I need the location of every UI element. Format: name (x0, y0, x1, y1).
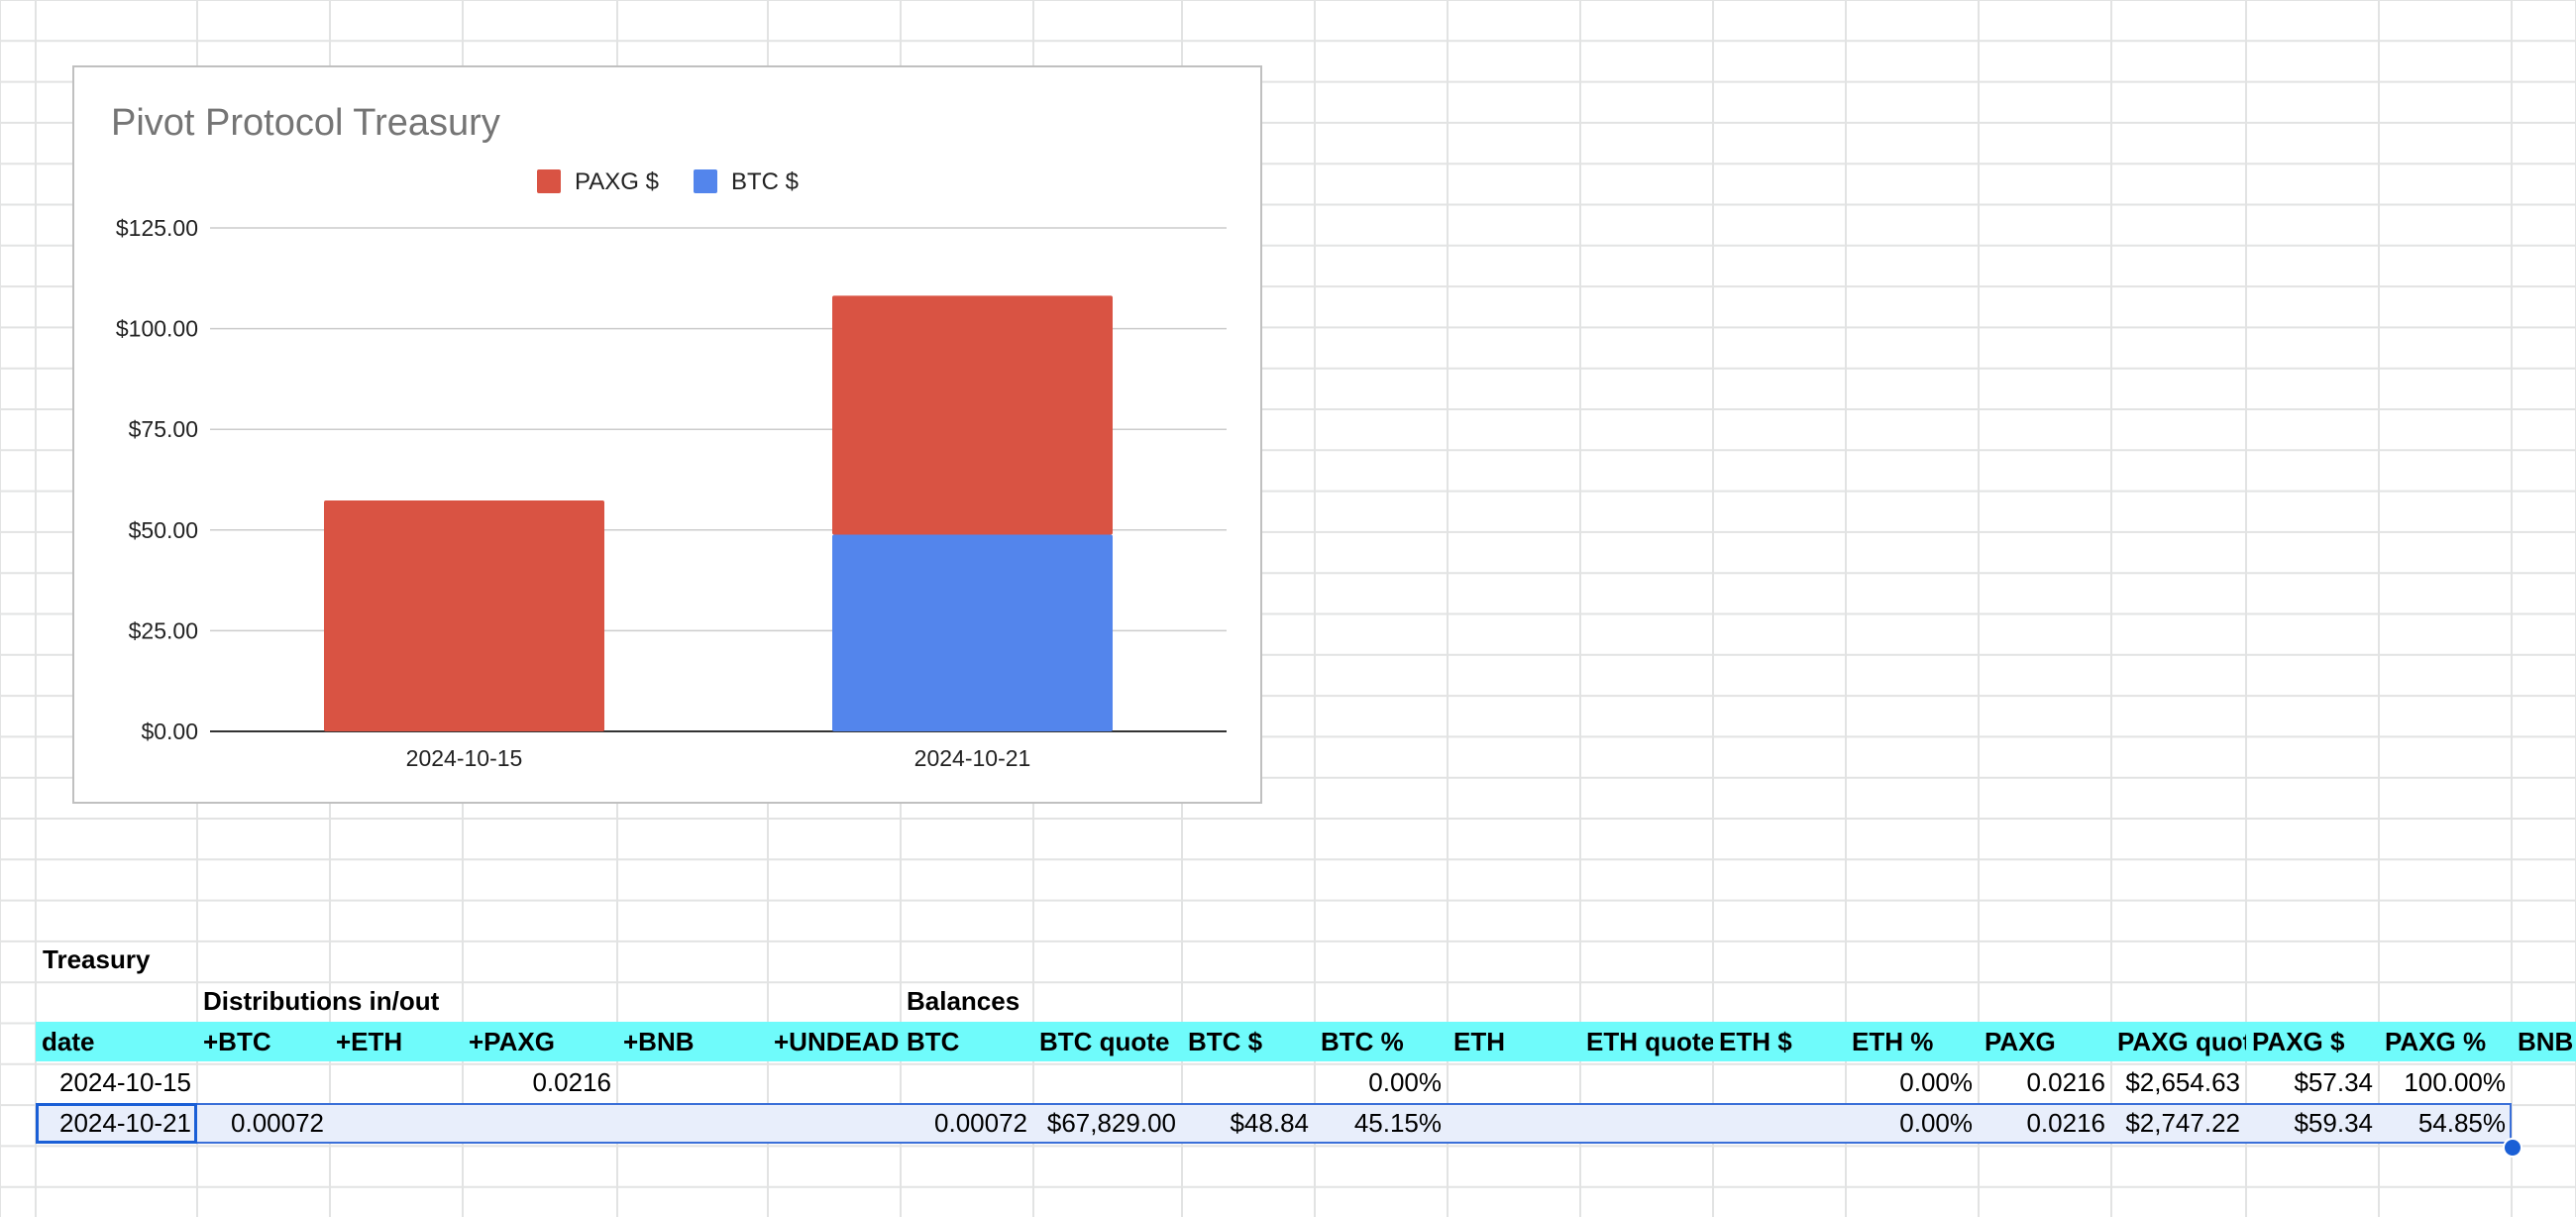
table-cell[interactable]: $59.34 (2294, 1108, 2373, 1138)
table-cell[interactable] (463, 1103, 617, 1143)
column-header[interactable]: PAXG % (2385, 1027, 2487, 1056)
table-cell[interactable]: $2,747.22 (2125, 1108, 2240, 1138)
table-cell[interactable]: 0.00% (1899, 1067, 1973, 1097)
active-cell[interactable] (36, 1103, 197, 1144)
table-cell[interactable] (1448, 1103, 1580, 1143)
table-cell[interactable] (330, 1103, 463, 1143)
table-cell[interactable] (768, 1103, 901, 1143)
legend-label: BTC $ (731, 168, 799, 195)
table-cell[interactable] (1448, 1062, 1580, 1102)
bar-btc-2024-10-21 (832, 534, 1113, 731)
table-cell[interactable] (617, 1062, 768, 1102)
chart-bars (324, 295, 1113, 731)
column-header[interactable]: +BTC (203, 1027, 271, 1056)
table-cell[interactable]: 0.00% (1368, 1067, 1442, 1097)
chart-legend: PAXG $ BTC $ (537, 168, 799, 195)
column-header[interactable]: ETH (1453, 1027, 1505, 1056)
table-cell[interactable]: 54.85% (2417, 1108, 2506, 1138)
table-cell[interactable]: $48.84 (1230, 1108, 1309, 1138)
column-header[interactable]: PAXG $ (2252, 1027, 2345, 1056)
table-cell[interactable] (1033, 1062, 1182, 1102)
x-tick-label: 2024-10-15 (406, 745, 523, 771)
column-header[interactable]: ETH quote (1586, 1027, 1713, 1056)
column-header[interactable]: BTC % (1321, 1027, 1404, 1056)
table-cell[interactable]: 0.0216 (2026, 1067, 2105, 1097)
table-cell[interactable] (1580, 1062, 1713, 1102)
table-cell[interactable] (617, 1103, 768, 1143)
y-tick-label: $0.00 (141, 719, 198, 744)
table-cell[interactable] (1713, 1103, 1846, 1143)
header-row (36, 1022, 2576, 1061)
y-tick-label: $75.00 (129, 416, 198, 442)
distributions-label: Distributions in/out (203, 986, 440, 1016)
column-header[interactable]: +BNB (623, 1027, 695, 1056)
table-cell[interactable] (2512, 1062, 2576, 1102)
column-header[interactable]: PAXG quote (2117, 1027, 2246, 1056)
column-header[interactable]: PAXG (1985, 1027, 2056, 1056)
table-cell[interactable] (197, 1062, 330, 1102)
x-axis-ticks: 2024-10-15 2024-10-21 (406, 745, 1031, 771)
column-header[interactable]: ETH % (1852, 1027, 1934, 1056)
table-cell[interactable] (768, 1062, 901, 1102)
table-cell[interactable] (2512, 1103, 2576, 1143)
y-tick-label: $125.00 (116, 215, 198, 241)
column-header[interactable]: BNB (2518, 1027, 2574, 1056)
bar-paxg-2024-10-21 (832, 295, 1113, 535)
x-tick-label: 2024-10-21 (914, 745, 1031, 771)
table-cell[interactable] (901, 1062, 1033, 1102)
selected-row (36, 1103, 2512, 1144)
y-tick-label: $25.00 (129, 617, 198, 643)
table-cell[interactable]: $57.34 (2294, 1067, 2373, 1097)
table-cell[interactable]: 0.00072 (231, 1108, 324, 1138)
y-tick-label: $50.00 (129, 517, 198, 543)
fill-handle[interactable] (2503, 1138, 2522, 1158)
table-cell[interactable]: 0.0216 (532, 1067, 611, 1097)
table-cell[interactable]: 0.00072 (934, 1108, 1027, 1138)
table-cell[interactable]: 0.0216 (2026, 1108, 2105, 1138)
column-header[interactable]: +UNDEAD (774, 1027, 900, 1056)
legend-swatch (537, 169, 561, 193)
table-cell[interactable]: $2,654.63 (2125, 1067, 2240, 1097)
bar-paxg-2024-10-15 (324, 499, 604, 731)
column-header[interactable]: BTC quote (1039, 1027, 1170, 1056)
column-header[interactable]: +PAXG (469, 1027, 555, 1056)
stacked-bar-chart: Pivot Protocol Treasury PAXG $ BTC $ $0.0… (111, 102, 1227, 771)
column-header[interactable]: BTC $ (1188, 1027, 1263, 1056)
table-cell[interactable] (1182, 1062, 1315, 1102)
date-cell[interactable]: 2024-10-21 (59, 1108, 191, 1138)
table-cell[interactable] (330, 1062, 463, 1102)
legend-swatch (694, 169, 717, 193)
table-cell[interactable] (1713, 1062, 1846, 1102)
treasury-label: Treasury (43, 944, 151, 974)
chart-title: Pivot Protocol Treasury (111, 102, 500, 144)
date-cell[interactable]: 2024-10-15 (59, 1067, 191, 1097)
column-header[interactable]: ETH $ (1719, 1027, 1792, 1056)
column-header[interactable]: date (42, 1027, 95, 1056)
balances-label: Balances (907, 986, 1020, 1016)
y-axis-ticks: $0.00 $25.00 $50.00 $75.00 $100.00 $125.00 (116, 215, 198, 744)
column-header[interactable]: +ETH (336, 1027, 403, 1056)
chart-container[interactable]: Pivot Protocol Treasury PAXG $ BTC $ $0.0… (72, 65, 1262, 804)
table-cell[interactable]: $67,829.00 (1046, 1108, 1176, 1138)
y-tick-label: $100.00 (116, 316, 198, 342)
column-header[interactable]: BTC (907, 1027, 960, 1056)
table-cell[interactable] (1580, 1103, 1713, 1143)
legend-label: PAXG $ (575, 168, 659, 195)
table-cell[interactable]: 100.00% (2404, 1067, 2506, 1097)
table-cell[interactable]: 45.15% (1353, 1108, 1442, 1138)
table-cell[interactable]: 0.00% (1899, 1108, 1973, 1138)
